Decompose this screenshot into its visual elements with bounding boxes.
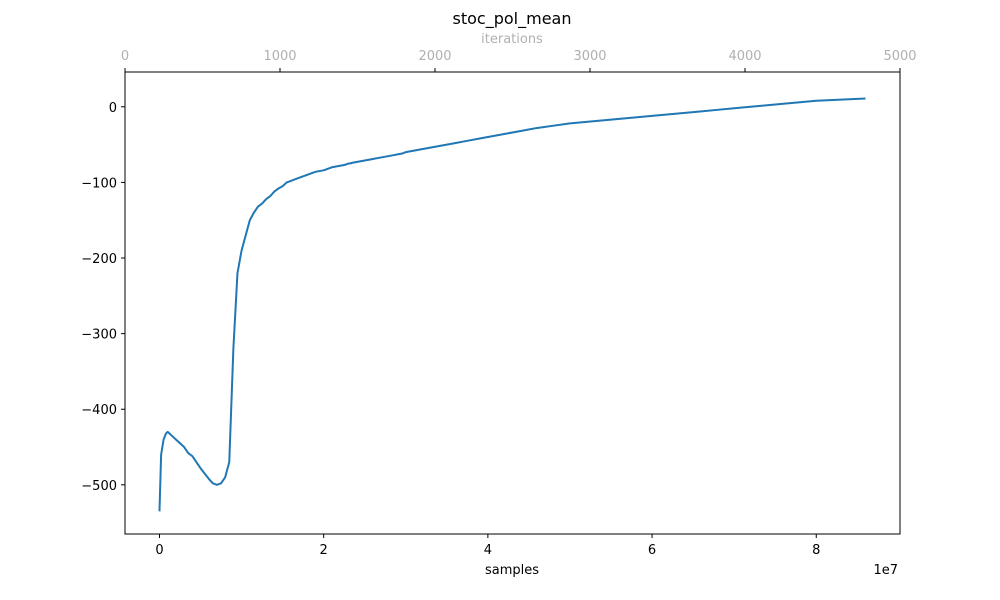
top-x-tick-label: 5000 xyxy=(883,49,916,64)
y-tick-label: −200 xyxy=(81,252,117,267)
chart-title: stoc_pol_mean xyxy=(453,9,572,29)
x-tick-label: 0 xyxy=(155,543,163,558)
top-x-tick-label: 0 xyxy=(121,49,129,64)
top-x-tick-label: 3000 xyxy=(573,49,606,64)
top-x-tick-label: 1000 xyxy=(263,49,296,64)
x-tick-label: 2 xyxy=(320,543,328,558)
top-x-tick-label: 4000 xyxy=(728,49,761,64)
plot-frame xyxy=(124,71,901,535)
y-tick-label: −100 xyxy=(81,176,117,191)
x-tick-label: 4 xyxy=(484,543,492,558)
ticks-layer: 0 2 4 6 8 0 −100 −200 −300 −400 −500 0 1000 2000 3000 4… xyxy=(81,49,916,558)
x-axis-label: samples xyxy=(485,563,539,578)
x-axis-multiplier: 1e7 xyxy=(873,563,898,578)
top-x-tick-label: 2000 xyxy=(418,49,451,64)
x-tick-label: 6 xyxy=(648,543,656,558)
y-tick-label: −500 xyxy=(81,479,117,494)
x-tick-label: 8 xyxy=(812,543,820,558)
series-line-0 xyxy=(158,97,866,512)
y-tick-label: −300 xyxy=(81,328,117,343)
series-layer xyxy=(158,97,866,512)
y-tick-label: 0 xyxy=(109,101,117,116)
y-tick-label: −400 xyxy=(81,403,117,418)
top-axis-label: iterations xyxy=(481,32,543,47)
